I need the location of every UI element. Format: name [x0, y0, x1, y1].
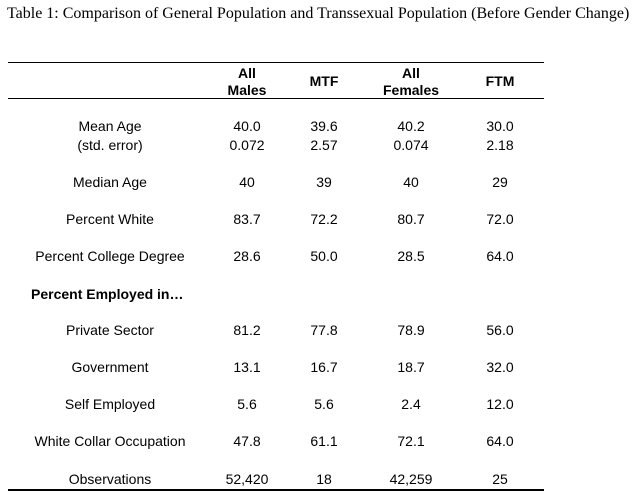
- table-cell: 83.7: [233, 211, 261, 227]
- table-cell: 40.0: [233, 118, 261, 134]
- table-cell: 32.0: [486, 359, 514, 375]
- table-header-rule: [8, 98, 544, 99]
- table-cell: 72.0: [486, 211, 514, 227]
- table-cell: 5.6: [237, 396, 257, 412]
- table-cell: 2.57: [310, 137, 338, 153]
- row-label: Observations: [68, 471, 152, 487]
- table-top-rule: [8, 62, 544, 63]
- table-cell: 30.0: [486, 118, 514, 134]
- table-cell: 40: [239, 174, 255, 190]
- table-cell: 13.1: [233, 359, 261, 375]
- row-label: Self Employed: [64, 396, 156, 412]
- column-header: Males: [227, 82, 267, 98]
- section-label: Percent Employed in…: [31, 286, 184, 302]
- row-label: White Collar Occupation: [34, 433, 186, 449]
- table-cell: 50.0: [310, 248, 338, 264]
- table-cell: 42,259: [389, 471, 433, 487]
- column-header: Females: [382, 82, 440, 98]
- table-cell: 28.5: [397, 248, 425, 264]
- table-cell: 81.2: [233, 322, 261, 338]
- column-header: FTM: [485, 73, 515, 89]
- table-cell: 28.6: [233, 248, 261, 264]
- table-cell: 18.7: [397, 359, 425, 375]
- row-label: (std. error): [77, 137, 143, 153]
- table-cell: 25: [492, 471, 508, 487]
- table-cell: 56.0: [486, 322, 514, 338]
- row-label: Percent College Degree: [35, 248, 185, 264]
- table-cell: 39.6: [310, 118, 338, 134]
- row-label: Mean Age: [78, 118, 142, 134]
- row-label: Government: [71, 359, 149, 375]
- table-cell: 40: [403, 174, 419, 190]
- table-cell: 61.1: [310, 433, 338, 449]
- table-cell: 47.8: [233, 433, 261, 449]
- table-cell: 18: [316, 471, 332, 487]
- column-header: MTF: [309, 73, 339, 89]
- table-bottom-rule: [8, 489, 544, 491]
- column-header-line1: All: [238, 65, 256, 81]
- row-label: Median Age: [73, 174, 147, 190]
- table-cell: 0.072: [229, 137, 265, 153]
- row-label: Private Sector: [66, 322, 154, 338]
- row-label: Percent White: [66, 211, 154, 227]
- table-cell: 64.0: [486, 248, 514, 264]
- table-cell: 12.0: [486, 396, 514, 412]
- table-caption: Table 1: Comparison of General Populatio…: [7, 5, 630, 22]
- table-cell: 77.8: [310, 322, 338, 338]
- table-cell: 0.074: [393, 137, 429, 153]
- column-header-line1: All: [402, 65, 420, 81]
- table-cell: 78.9: [397, 322, 425, 338]
- table-cell: 29: [492, 174, 508, 190]
- table-cell: 52,420: [225, 471, 269, 487]
- table-cell: 2.4: [401, 396, 421, 412]
- table-cell: 64.0: [486, 433, 514, 449]
- table-cell: 80.7: [397, 211, 425, 227]
- table-cell: 72.2: [310, 211, 338, 227]
- table-cell: 40.2: [397, 118, 425, 134]
- table-cell: 39: [316, 174, 332, 190]
- table-cell: 16.7: [310, 359, 338, 375]
- table-cell: 2.18: [486, 137, 514, 153]
- table-cell: 72.1: [397, 433, 425, 449]
- table-cell: 5.6: [314, 396, 334, 412]
